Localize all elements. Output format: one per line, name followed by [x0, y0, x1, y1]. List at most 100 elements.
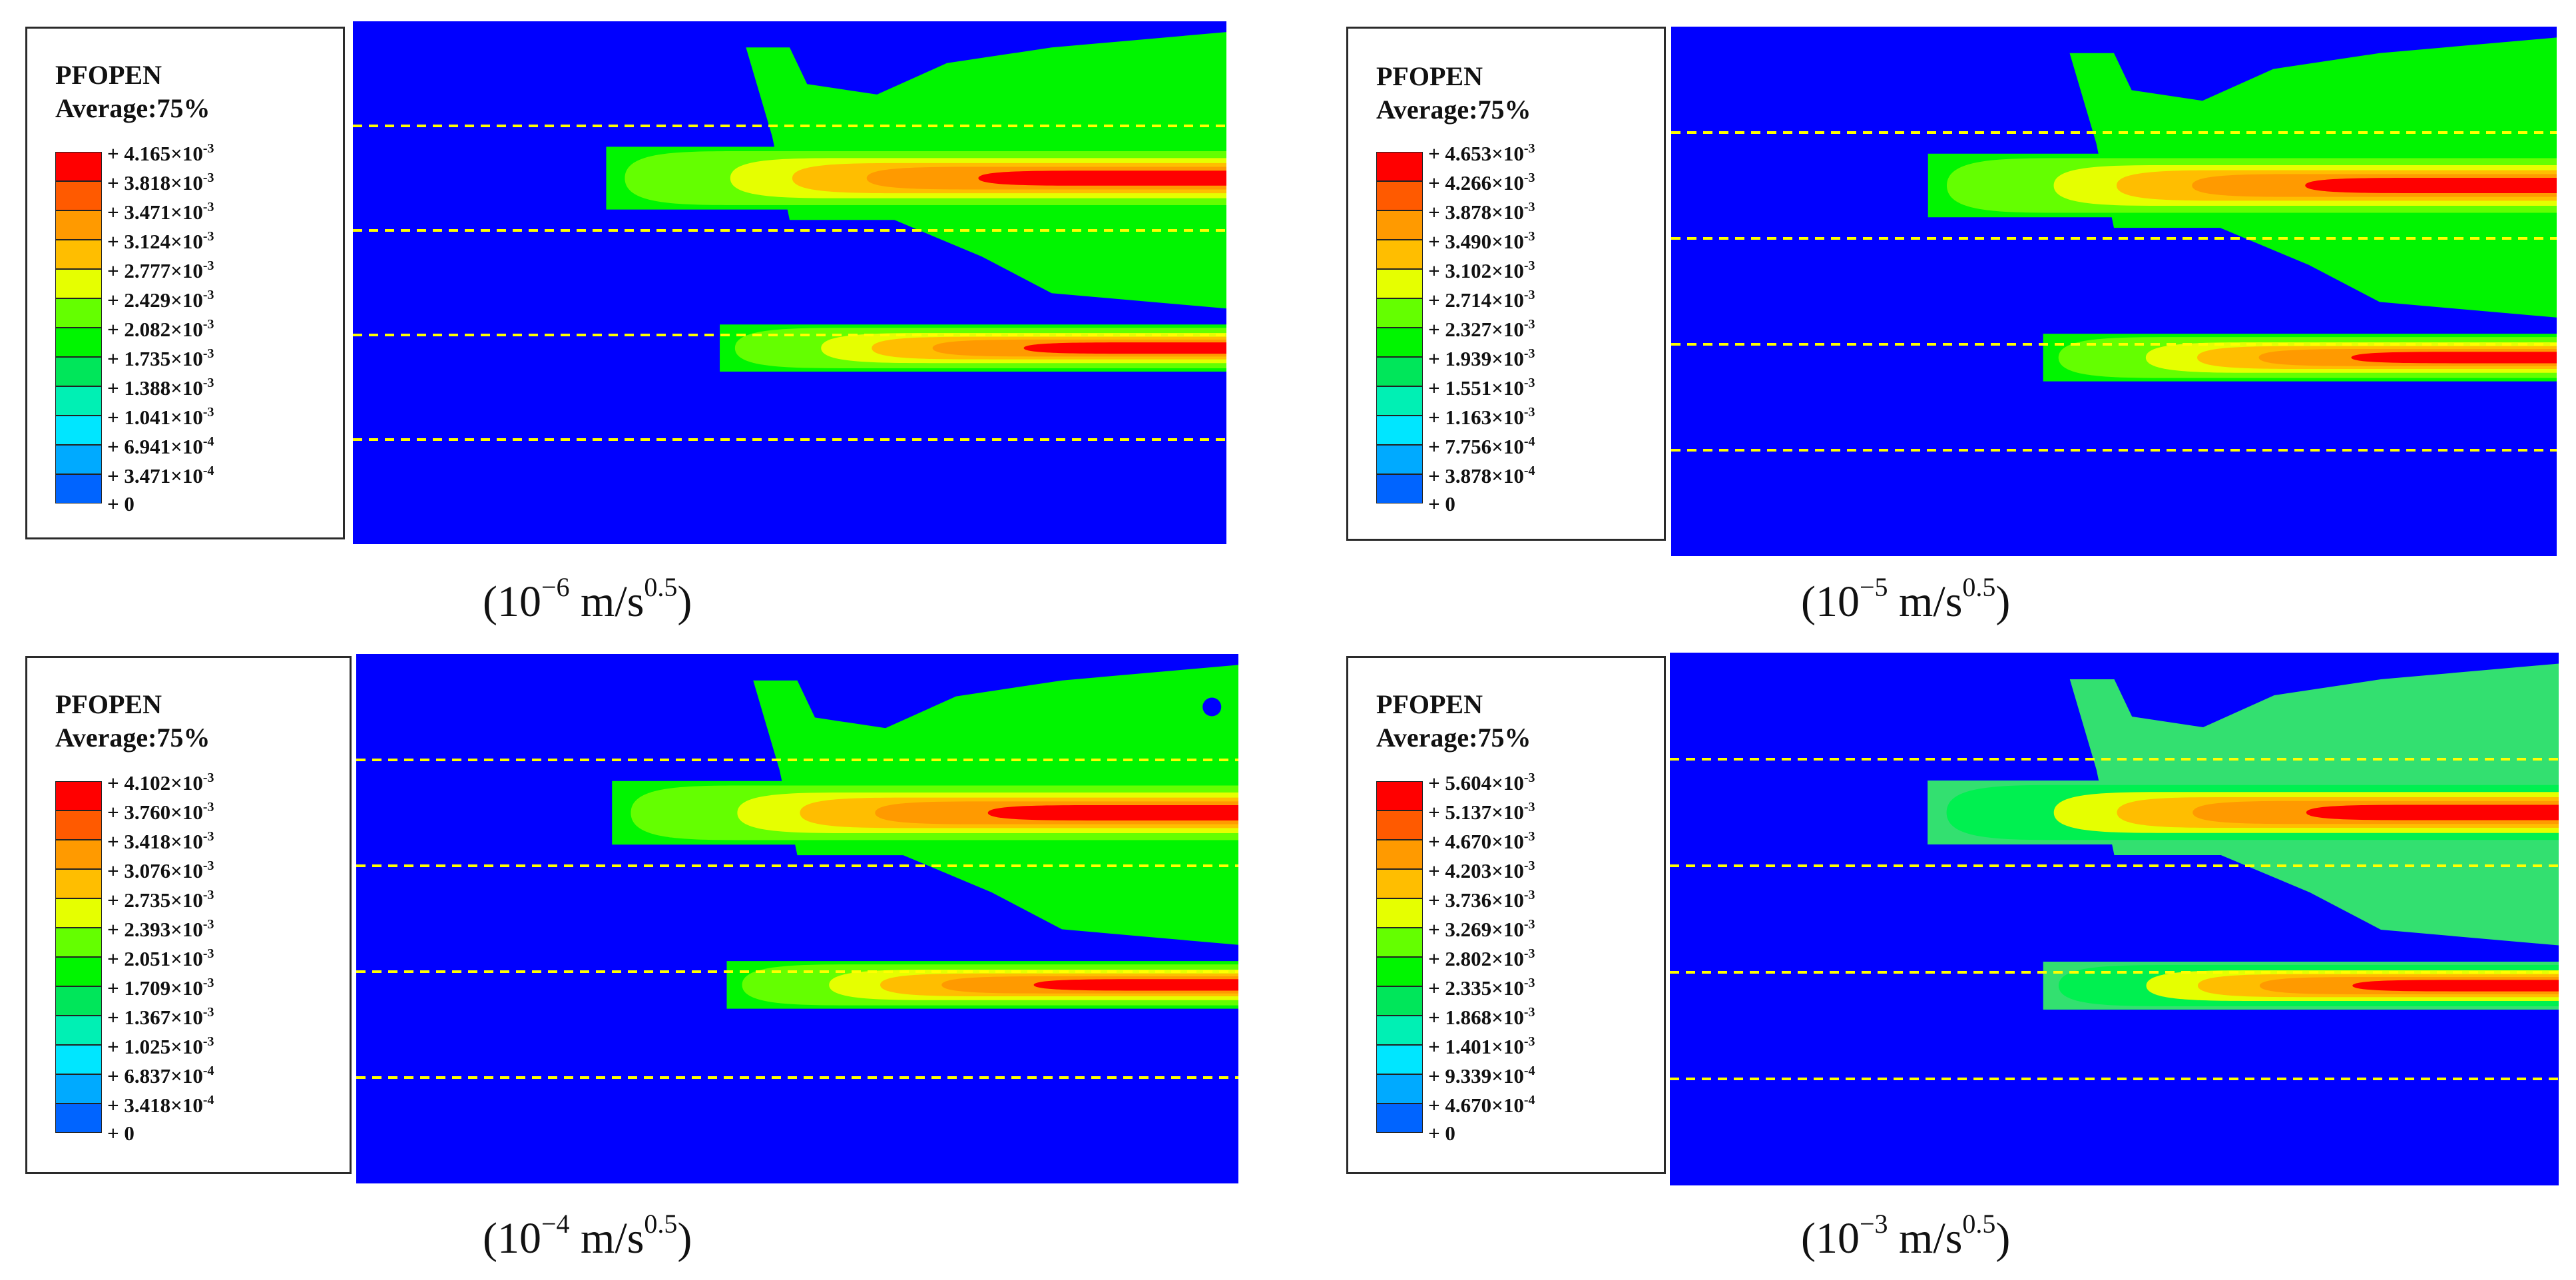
caption-3: (10−4 m/s0.5) [483, 1209, 692, 1263]
legend-tick-label: + 2.777×10-3 [107, 258, 214, 282]
legend-tick-label: + 5.604×10-3 [1428, 771, 1535, 795]
legend-tick-label: + 4.266×10-3 [1428, 170, 1535, 194]
contour-plot-1 [353, 21, 1226, 544]
legend-tick-label: + 2.335×10-3 [1428, 976, 1535, 1000]
legend-swatch [1376, 840, 1423, 869]
legend-swatch [55, 445, 102, 474]
legend-tick-label: + 2.714×10-3 [1428, 288, 1535, 312]
legend-swatch [55, 328, 102, 357]
legend-tick-label: + 1.025×10-3 [107, 1034, 214, 1058]
plume-region [1033, 979, 1238, 991]
plume-region [2352, 980, 2559, 992]
legend-swatch [1376, 416, 1423, 445]
legend-tick-label: + 5.137×10-3 [1428, 800, 1535, 824]
legend-swatch [55, 898, 102, 928]
legend-swatch [1376, 957, 1423, 986]
legend-tick-label: + 1.868×10-3 [1428, 1005, 1535, 1029]
legend-tick-label: + 1.709×10-3 [107, 976, 214, 1000]
legend-2: PFOPEN Average:75% + 4.653×10-3 + 4.266×1… [1346, 27, 1666, 541]
legend-swatch [1376, 386, 1423, 416]
legend-swatch [1376, 210, 1423, 240]
plume-region [1023, 342, 1226, 354]
contour-svg-3 [356, 654, 1238, 1183]
legend-tick-label: + 3.269×10-3 [1428, 917, 1535, 941]
legend-swatch [1376, 1045, 1423, 1074]
legend-tick-label: + 2.393×10-3 [107, 917, 214, 941]
legend-tick-label: + 6.941×10-4 [107, 434, 214, 458]
legend-tick-label: + 3.818×10-3 [107, 170, 214, 194]
legend-tick-label: + 2.051×10-3 [107, 946, 214, 970]
legend-swatch [55, 298, 102, 328]
legend-tick-label: + 1.939×10-3 [1428, 346, 1535, 370]
legend-swatch [1376, 298, 1423, 328]
legend-tick-label: + 3.878×10-4 [1428, 464, 1535, 487]
legend-swatch [1376, 474, 1423, 503]
legend-average: Average:75% [1376, 723, 1531, 753]
contour-svg-1 [353, 21, 1226, 544]
legend-tick-label: + 4.670×10-4 [1428, 1093, 1535, 1117]
legend-1: PFOPEN Average:75% + 4.165×10-3 + 3.818×1… [25, 27, 345, 539]
legend-tick-label: + 2.735×10-3 [107, 888, 214, 912]
legend-tick-label: + 1.041×10-3 [107, 405, 214, 429]
legend-tick-label: + 1.735×10-3 [107, 346, 214, 370]
plume-region [2305, 178, 2557, 193]
legend-swatch [1376, 328, 1423, 357]
legend-tick-label: + 4.203×10-3 [1428, 858, 1535, 882]
legend-swatch [1376, 1074, 1423, 1104]
legend-swatch [1376, 869, 1423, 898]
caption-1: (10−6 m/s0.5) [483, 572, 692, 626]
legend-tick-label: + 1.401×10-3 [1428, 1034, 1535, 1058]
legend-swatch [55, 781, 102, 810]
legend-swatch [55, 474, 102, 503]
contour-plot-2 [1671, 27, 2557, 556]
legend-swatch [1376, 240, 1423, 269]
contour-svg-4 [1670, 653, 2559, 1185]
legend-title: PFOPEN [1376, 61, 1483, 91]
legend-tick-label: + 3.490×10-3 [1428, 229, 1535, 253]
legend-tick-label: + 3.878×10-3 [1428, 200, 1535, 224]
legend-swatch [55, 869, 102, 898]
legend-swatch [55, 810, 102, 840]
legend-tick-label: + 0 [1428, 492, 1455, 515]
legend-tick-label: + 4.653×10-3 [1428, 141, 1535, 165]
legend-tick-label: + 2.327×10-3 [1428, 317, 1535, 341]
legend-tick-label: + 3.471×10-3 [107, 200, 214, 224]
legend-average: Average:75% [55, 93, 210, 123]
legend-swatch [55, 386, 102, 416]
caption-2: (10−5 m/s0.5) [1801, 572, 2011, 626]
plume-region [2351, 352, 2557, 364]
legend-average: Average:75% [1376, 95, 1531, 125]
legend-title: PFOPEN [1376, 689, 1483, 719]
legend-swatch [55, 1104, 102, 1133]
legend-swatch [55, 1016, 102, 1045]
legend-tick-label: + 0 [107, 492, 134, 515]
legend-title: PFOPEN [55, 689, 162, 719]
plume-region [2306, 804, 2559, 820]
legend-tick-label: + 3.418×10-3 [107, 829, 214, 853]
legend-tick-label: + 1.388×10-3 [107, 376, 214, 400]
legend-tick-label: + 3.102×10-3 [1428, 258, 1535, 282]
legend-tick-label: + 6.837×10-4 [107, 1064, 214, 1088]
legend-tick-label: + 2.802×10-3 [1428, 946, 1535, 970]
plume-region [987, 805, 1238, 820]
legend-tick-label: + 1.551×10-3 [1428, 376, 1535, 400]
legend-swatch [1376, 445, 1423, 474]
legend-title: PFOPEN [55, 60, 162, 90]
inner-hole [1202, 697, 1222, 717]
legend-4: PFOPEN Average:75% + 5.604×10-3 + 5.137×1… [1346, 656, 1666, 1174]
legend-tick-label: + 9.339×10-4 [1428, 1064, 1535, 1088]
legend-tick-label: + 3.760×10-3 [107, 800, 214, 824]
caption-4: (10−3 m/s0.5) [1801, 1209, 2011, 1263]
legend-tick-label: + 3.076×10-3 [107, 858, 214, 882]
legend-tick-label: + 2.082×10-3 [107, 317, 214, 341]
legend-swatch [55, 1045, 102, 1074]
legend-swatch [1376, 898, 1423, 928]
legend-swatch [55, 840, 102, 869]
plume-region [978, 170, 1226, 186]
legend-tick-label: + 0 [107, 1121, 134, 1145]
legend-swatch [1376, 269, 1423, 298]
legend-average: Average:75% [55, 723, 210, 753]
legend-tick-label: + 7.756×10-4 [1428, 434, 1535, 458]
legend-tick-label: + 1.367×10-3 [107, 1005, 214, 1029]
legend-tick-label: + 2.429×10-3 [107, 288, 214, 312]
